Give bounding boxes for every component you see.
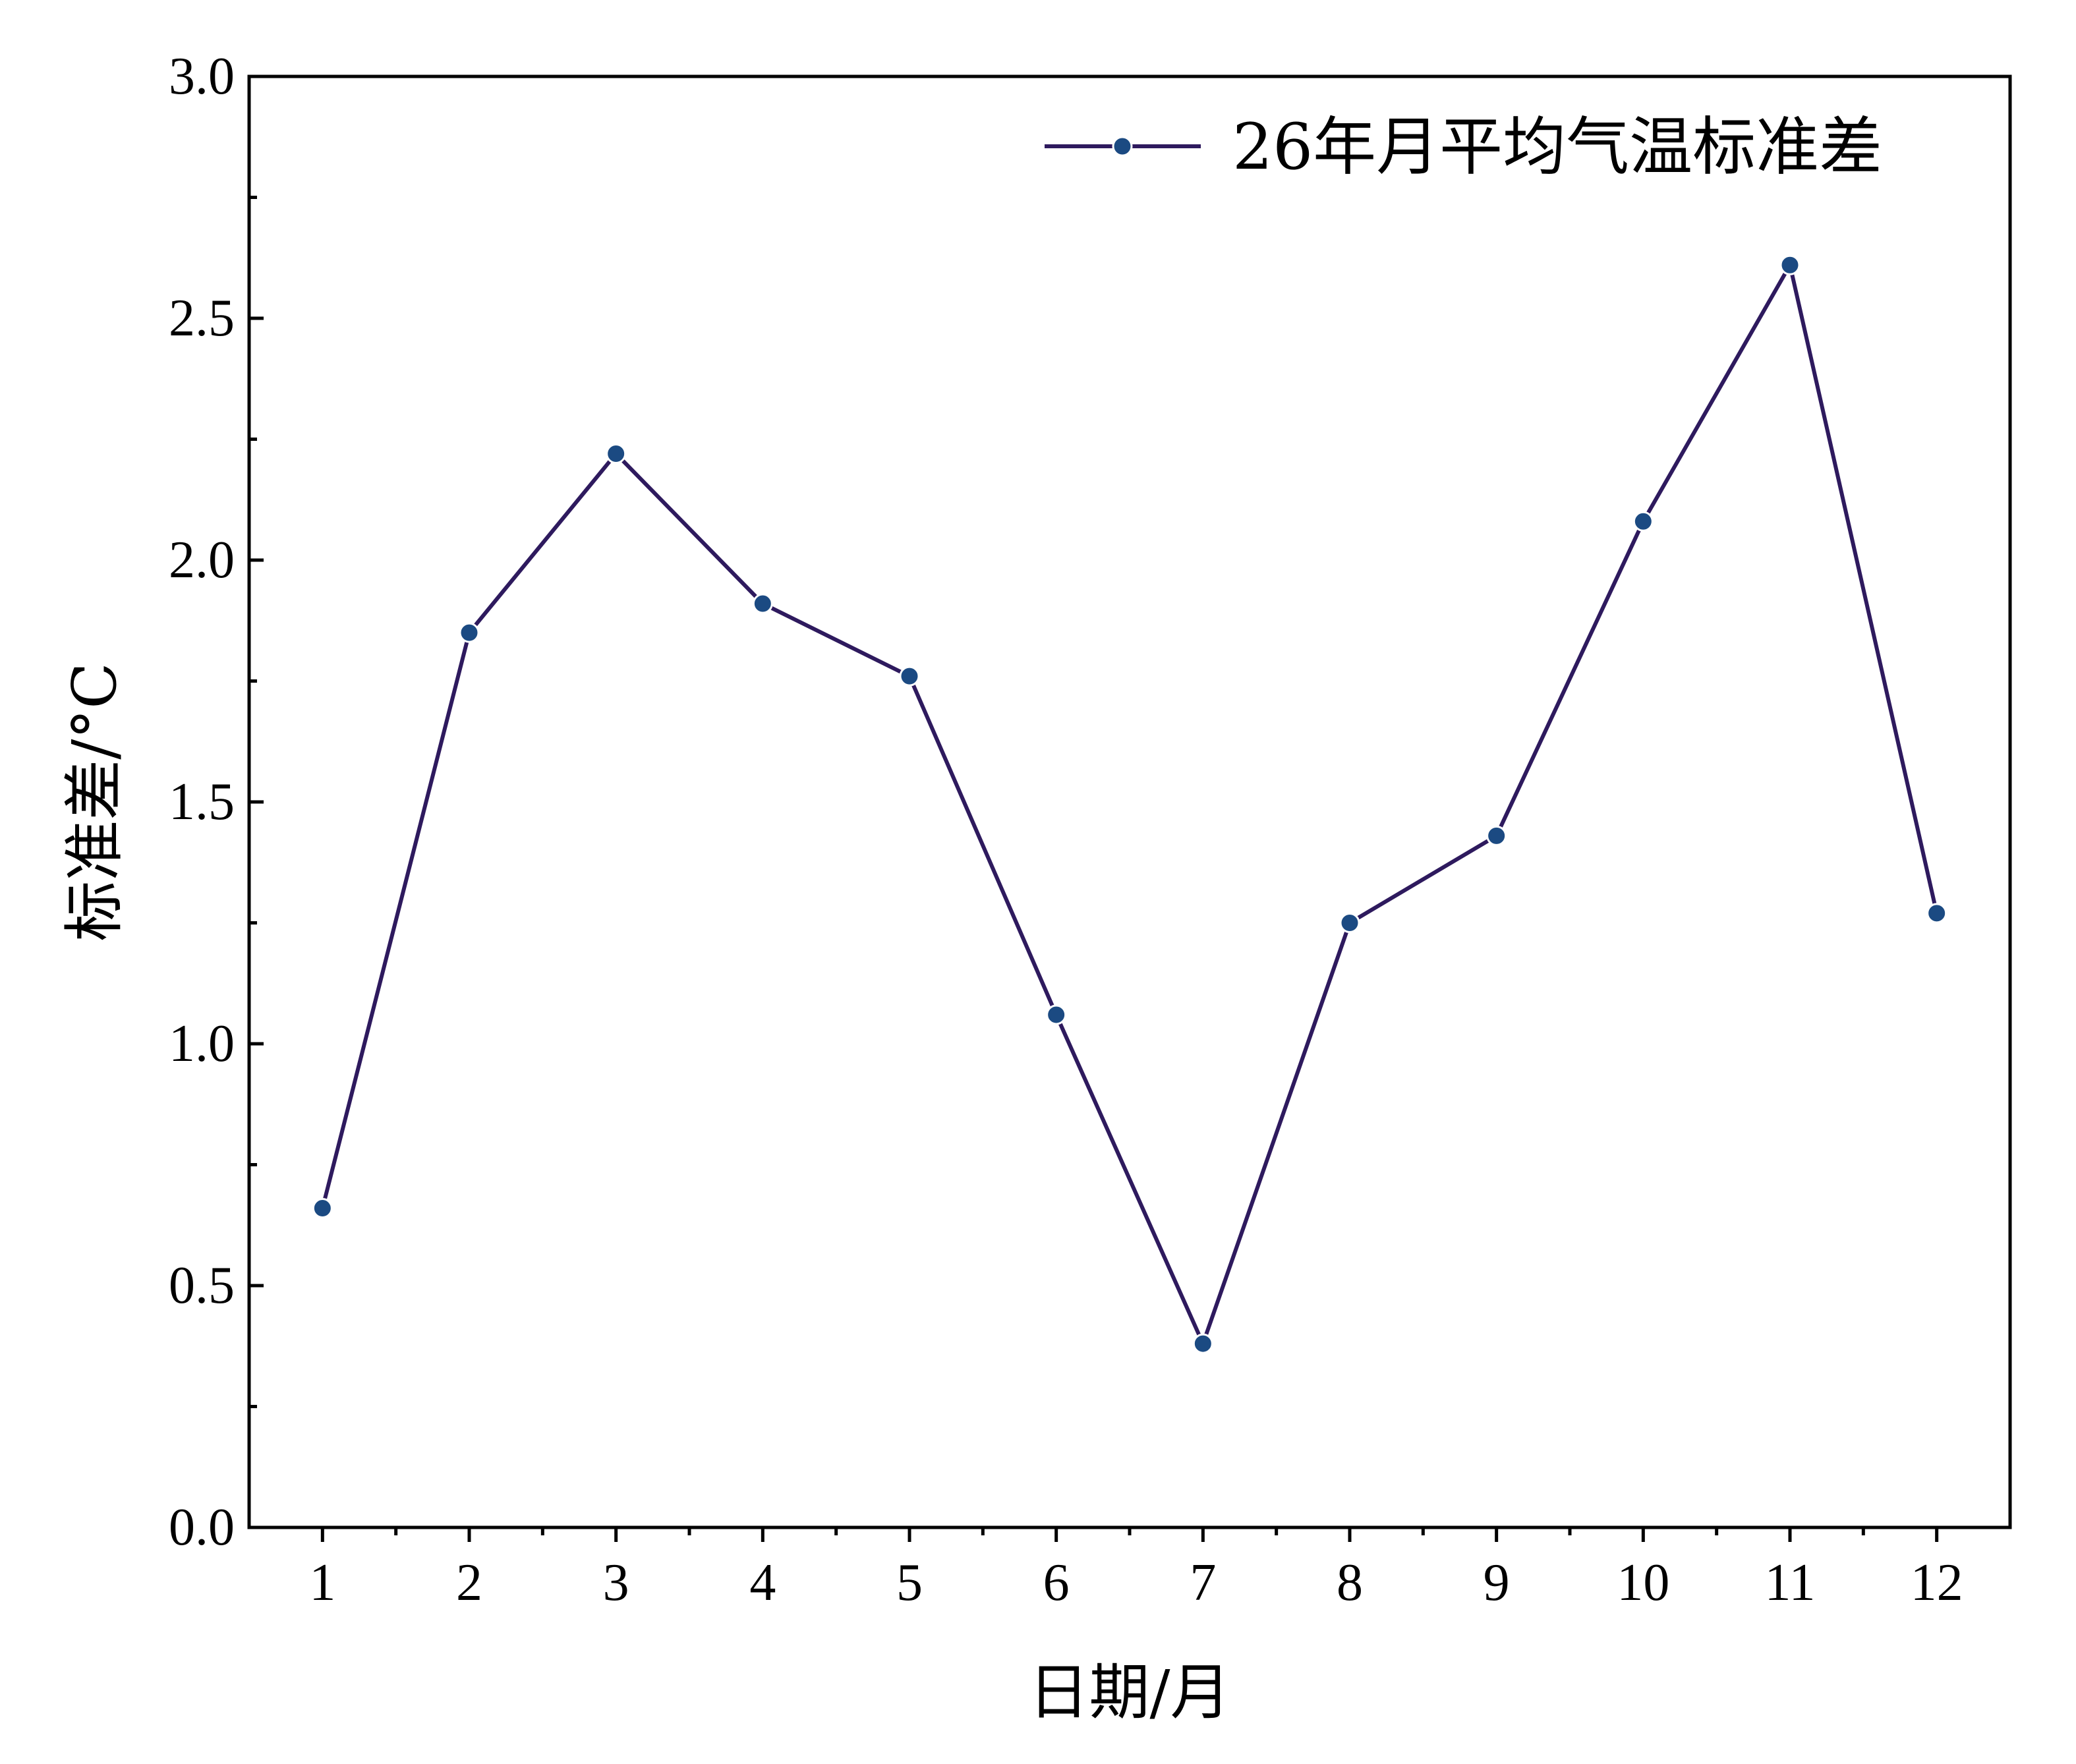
data-point bbox=[312, 1198, 333, 1219]
axes: 0.00.51.01.52.02.53.01 2 3 4 5 6 7 8 9 10 11 12 bbox=[169, 47, 2012, 1612]
x-tick-label: 11 bbox=[1764, 1554, 1815, 1612]
data-point bbox=[1339, 913, 1360, 933]
data-point bbox=[459, 622, 480, 643]
data-point bbox=[606, 443, 627, 465]
legend: 26年月平均气温标准差 bbox=[1045, 110, 1882, 184]
legend-label: 26年月平均气温标准差 bbox=[1232, 110, 1882, 184]
y-tick-label: 1.0 bbox=[169, 1015, 235, 1073]
legend-marker bbox=[1112, 136, 1133, 157]
data-point bbox=[1779, 254, 1801, 275]
data-point bbox=[752, 593, 773, 614]
x-tick-label: 8 bbox=[1337, 1554, 1363, 1612]
x-tick-label: 3 bbox=[603, 1554, 629, 1612]
x-tick-label: 12 bbox=[1911, 1554, 1963, 1612]
data-point bbox=[899, 666, 920, 687]
x-tick-label: 6 bbox=[1043, 1554, 1070, 1612]
data-point bbox=[1926, 903, 1947, 924]
x-tick-label: 1 bbox=[309, 1554, 335, 1612]
y-tick-label: 0.5 bbox=[169, 1257, 235, 1315]
y-axis-title: 标准差/°C bbox=[59, 662, 130, 941]
y-tick-label: 0.0 bbox=[169, 1498, 235, 1556]
x-tick-label: 9 bbox=[1484, 1554, 1510, 1612]
x-tick-label: 5 bbox=[896, 1554, 923, 1612]
data-point bbox=[1192, 1333, 1213, 1354]
x-tick-label: 10 bbox=[1617, 1554, 1669, 1612]
x-tick-label: 2 bbox=[456, 1554, 482, 1612]
x-tick-label: 4 bbox=[749, 1554, 776, 1612]
x-axis-title: 日期/月 bbox=[1029, 1657, 1231, 1728]
data-point bbox=[1486, 825, 1507, 846]
y-tick-label: 3.0 bbox=[169, 47, 235, 105]
data-point bbox=[1632, 511, 1654, 532]
y-tick-label: 2.0 bbox=[169, 531, 235, 589]
x-tick-label: 7 bbox=[1190, 1554, 1216, 1612]
data-point bbox=[1046, 1004, 1067, 1025]
y-tick-label: 2.5 bbox=[169, 289, 235, 347]
series-line bbox=[320, 263, 1939, 1346]
y-tick-label: 1.5 bbox=[169, 773, 235, 831]
series-layer bbox=[312, 254, 1947, 1354]
